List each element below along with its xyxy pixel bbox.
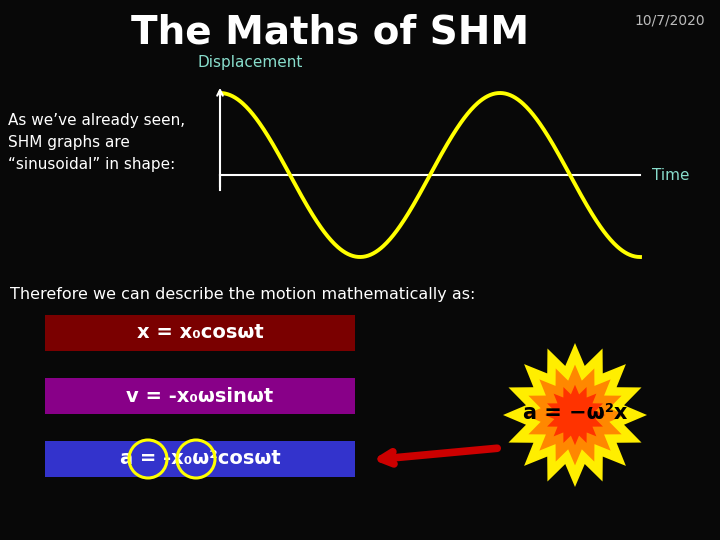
Text: “sinusoidal” in shape:: “sinusoidal” in shape: — [8, 157, 175, 172]
Text: Displacement: Displacement — [197, 55, 302, 70]
Text: The Maths of SHM: The Maths of SHM — [131, 14, 529, 52]
Text: x = x₀cosωt: x = x₀cosωt — [137, 323, 264, 342]
Text: a = -x₀ω²cosωt: a = -x₀ω²cosωt — [120, 449, 280, 469]
Text: v = -x₀ωsinωt: v = -x₀ωsinωt — [127, 387, 274, 406]
Text: a = −ω²x: a = −ω²x — [523, 403, 627, 423]
Polygon shape — [525, 364, 626, 465]
Bar — [45, 315, 355, 351]
Text: Therefore we can describe the motion mathematically as:: Therefore we can describe the motion mat… — [10, 287, 475, 302]
Polygon shape — [503, 343, 647, 487]
Bar — [45, 378, 355, 414]
Text: As we’ve already seen,: As we’ve already seen, — [8, 112, 185, 127]
Text: SHM graphs are: SHM graphs are — [8, 134, 130, 150]
Text: Time: Time — [652, 167, 690, 183]
Bar — [45, 441, 355, 477]
Text: 10/7/2020: 10/7/2020 — [634, 14, 705, 28]
Polygon shape — [545, 385, 606, 446]
